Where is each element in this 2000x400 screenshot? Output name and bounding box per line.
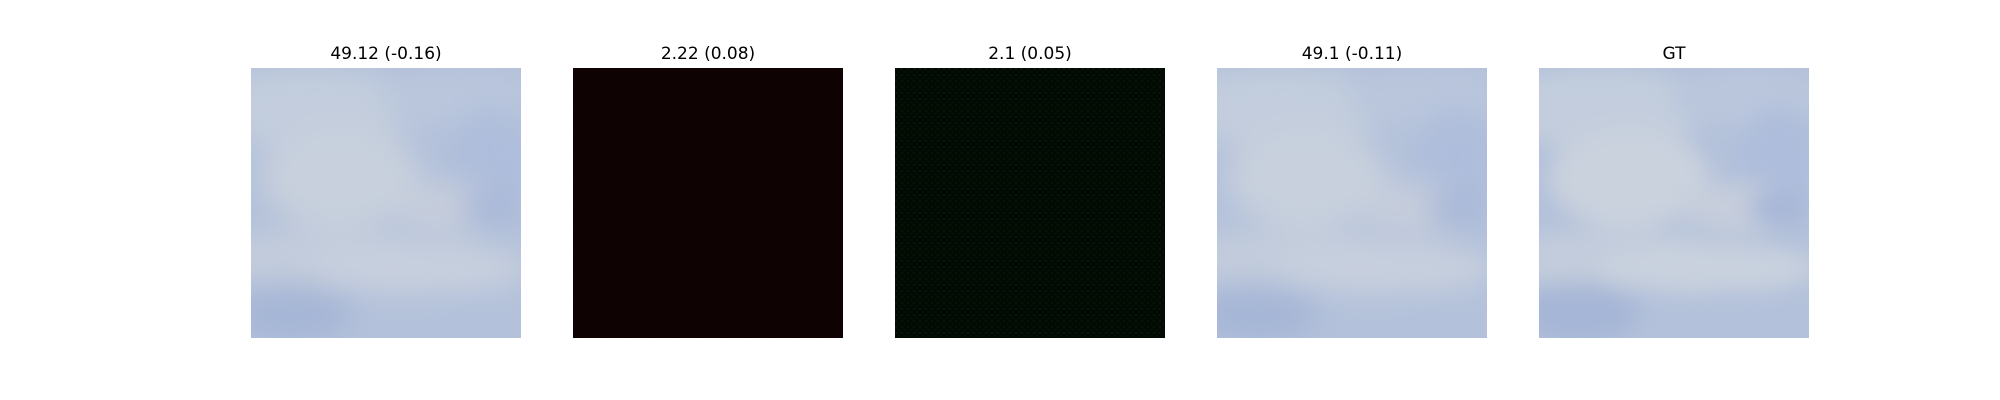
panel-5: GT (1539, 40, 1809, 338)
panel-2: 2.22 (0.08) (573, 40, 843, 338)
dark-red-image (573, 68, 843, 338)
sky-image (1217, 68, 1487, 338)
panel-title: 49.12 (-0.16) (330, 44, 442, 64)
panel-4: 49.1 (-0.11) (1217, 40, 1487, 338)
panel-title: 49.1 (-0.11) (1301, 44, 1403, 64)
sky-image-ground-truth (1539, 68, 1809, 338)
sky-image (251, 68, 521, 338)
panel-3: 2.1 (0.05) (895, 40, 1165, 338)
panel-title: 2.1 (0.05) (988, 44, 1072, 64)
panel-title: 2.22 (0.08) (660, 44, 756, 64)
panel-1: 49.12 (-0.16) (251, 40, 521, 338)
panel-title: GT (1662, 44, 1686, 64)
dark-green-image (895, 68, 1165, 338)
